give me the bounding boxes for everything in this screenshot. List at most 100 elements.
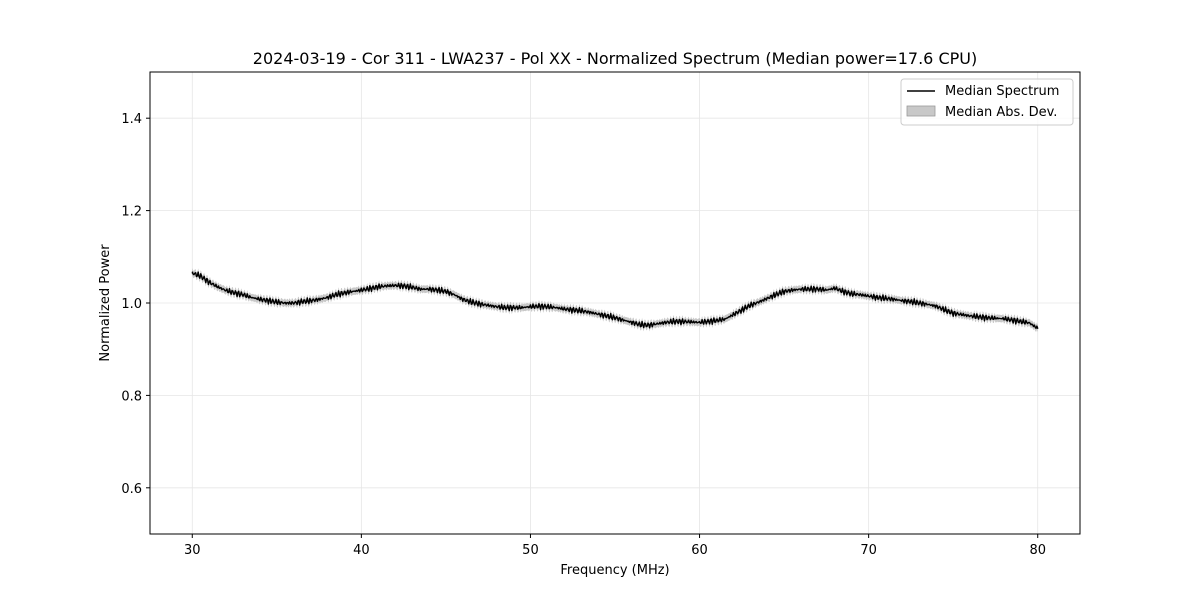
median-spectrum-point — [665, 321, 667, 323]
y-tick-label: 1.4 — [121, 112, 142, 127]
median-spectrum-point — [1011, 319, 1013, 321]
median-spectrum-point — [986, 317, 988, 319]
median-spectrum-point — [817, 288, 819, 290]
median-spectrum-point — [842, 290, 844, 293]
median-spectrum-point — [800, 288, 802, 290]
median-spectrum-point — [496, 306, 498, 308]
median-spectrum-point — [648, 324, 650, 326]
median-spectrum-point — [335, 294, 337, 296]
median-spectrum-point — [859, 294, 861, 296]
median-spectrum-point — [698, 321, 701, 323]
median-spectrum-point — [758, 301, 760, 303]
mad-band — [192, 267, 1038, 333]
legend-band-swatch — [906, 105, 936, 117]
median-spectrum-point — [555, 307, 557, 309]
median-spectrum-point — [521, 307, 523, 309]
x-tick-label: 40 — [353, 543, 370, 558]
median-spectrum-point — [783, 290, 785, 293]
median-spectrum-point — [250, 296, 253, 299]
median-spectrum-point — [394, 284, 396, 287]
median-spectrum-point — [233, 292, 236, 294]
median-spectrum-point — [453, 294, 455, 296]
median-spectrum-point — [927, 303, 929, 305]
median-spectrum-point — [639, 324, 641, 326]
median-spectrum-point — [673, 320, 675, 323]
median-spectrum-point — [310, 300, 312, 302]
median-spectrum-point — [276, 301, 278, 303]
median-spectrum-point — [825, 289, 827, 291]
median-spectrum-point — [775, 294, 777, 296]
median-spectrum-point — [893, 298, 895, 300]
median-spectrum-point — [546, 306, 548, 308]
median-line-layer — [191, 271, 1039, 330]
median-spectrum-point — [580, 310, 582, 312]
median-spectrum-point — [808, 288, 811, 290]
median-spectrum-point — [741, 309, 743, 311]
legend-box — [900, 78, 1074, 126]
median-spectrum-point — [1003, 318, 1005, 320]
median-spectrum-point — [242, 294, 244, 296]
y-tick-label: 0.8 — [121, 389, 142, 404]
median-spectrum-point — [910, 301, 912, 303]
median-spectrum-point — [732, 313, 734, 316]
median-spectrum-point — [479, 303, 481, 305]
median-spectrum-point — [436, 289, 439, 291]
median-spectrum-point — [403, 285, 405, 287]
median-spectrum-point — [1028, 322, 1030, 324]
median-spectrum-point — [1020, 320, 1022, 323]
median-spectrum-point — [462, 298, 464, 300]
median-spectrum-point — [597, 313, 599, 315]
x-tick-label: 50 — [522, 543, 539, 558]
median-spectrum-point — [622, 319, 625, 321]
median-spectrum-point — [293, 302, 295, 304]
median-spectrum-point — [419, 288, 422, 290]
median-spectrum-point — [884, 297, 887, 299]
median-spectrum-point — [369, 288, 371, 290]
median-spectrum-point — [352, 290, 354, 293]
median-spectrum-point — [225, 289, 227, 292]
x-tick-label: 60 — [691, 543, 708, 558]
x-axis-label: Frequency (MHz) — [560, 563, 669, 578]
median-spectrum-point — [901, 300, 904, 302]
median-spectrum-point — [876, 296, 878, 299]
median-spectrum-point — [944, 309, 946, 311]
median-spectrum-point — [918, 302, 920, 304]
x-tick-label: 80 — [1029, 543, 1046, 558]
median-spectrum-point — [724, 318, 726, 320]
median-spectrum-point — [445, 290, 447, 293]
median-spectrum-point — [360, 289, 362, 291]
y-axis-label: Normalized Power — [98, 244, 113, 362]
median-spectrum-line — [191, 271, 1039, 329]
median-spectrum-point — [326, 296, 329, 299]
y-axis-ticks: 0.6 0.8 1.0 1.2 1.4 — [121, 112, 150, 497]
median-spectrum-point — [259, 298, 261, 300]
median-spectrum-point — [267, 300, 269, 302]
median-spectrum-point — [707, 320, 709, 323]
median-spectrum-point — [200, 275, 202, 277]
median-spectrum-point — [487, 304, 489, 306]
median-spectrum-point — [868, 295, 870, 297]
median-spectrum-point — [428, 288, 430, 290]
median-spectrum-point — [715, 319, 718, 322]
median-spectrum-point — [563, 308, 565, 310]
median-spectrum-point — [690, 321, 692, 323]
x-axis-ticks: 30 40 50 60 70 80 — [184, 534, 1046, 558]
median-spectrum-point — [935, 305, 937, 307]
median-spectrum-point — [994, 317, 997, 319]
median-spectrum-point — [377, 286, 379, 288]
mad-band-layer — [192, 267, 1038, 333]
legend-label-median-spectrum: Median Spectrum — [945, 84, 1059, 99]
x-tick-label: 70 — [860, 543, 877, 558]
median-spectrum-point — [504, 307, 506, 309]
median-spectrum-point — [529, 306, 532, 308]
median-spectrum-point — [614, 317, 616, 319]
median-spectrum-point — [631, 321, 633, 323]
y-tick-label: 1.2 — [121, 205, 142, 220]
median-spectrum-point — [952, 312, 954, 314]
median-spectrum-point — [284, 302, 286, 304]
x-tick-label: 30 — [184, 543, 201, 558]
median-spectrum-point — [208, 281, 210, 283]
median-spectrum-point — [851, 293, 853, 295]
median-spectrum-point — [749, 304, 751, 306]
